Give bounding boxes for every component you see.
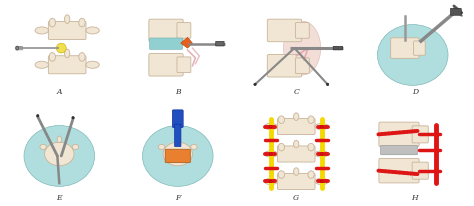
Ellipse shape [64, 15, 70, 23]
Text: F: F [175, 194, 181, 202]
Ellipse shape [191, 144, 197, 150]
FancyBboxPatch shape [173, 110, 183, 128]
Ellipse shape [49, 18, 55, 27]
FancyBboxPatch shape [450, 8, 461, 15]
FancyBboxPatch shape [177, 57, 191, 73]
FancyBboxPatch shape [177, 23, 191, 38]
Ellipse shape [24, 125, 95, 186]
Ellipse shape [158, 144, 165, 150]
Ellipse shape [36, 115, 39, 117]
Ellipse shape [269, 125, 272, 128]
Ellipse shape [308, 143, 314, 151]
Ellipse shape [293, 113, 299, 121]
Ellipse shape [283, 21, 321, 75]
Text: B: B [175, 88, 181, 96]
Ellipse shape [143, 125, 213, 186]
Ellipse shape [278, 171, 284, 178]
FancyBboxPatch shape [379, 122, 419, 147]
FancyBboxPatch shape [149, 19, 183, 42]
Ellipse shape [35, 61, 48, 68]
Text: C: C [293, 88, 299, 96]
Ellipse shape [79, 18, 85, 27]
Ellipse shape [175, 136, 180, 143]
FancyBboxPatch shape [333, 46, 343, 50]
FancyBboxPatch shape [48, 21, 86, 40]
Ellipse shape [293, 140, 299, 148]
FancyBboxPatch shape [414, 41, 425, 55]
Ellipse shape [308, 171, 314, 178]
FancyBboxPatch shape [149, 54, 183, 76]
Ellipse shape [264, 123, 277, 130]
FancyBboxPatch shape [165, 149, 191, 163]
Ellipse shape [64, 49, 70, 58]
FancyBboxPatch shape [216, 41, 224, 46]
Ellipse shape [320, 180, 323, 183]
Ellipse shape [320, 125, 323, 128]
FancyBboxPatch shape [267, 19, 301, 42]
FancyBboxPatch shape [295, 58, 310, 74]
FancyBboxPatch shape [391, 38, 419, 58]
FancyBboxPatch shape [16, 46, 22, 50]
Ellipse shape [57, 136, 62, 143]
Ellipse shape [254, 83, 256, 86]
Ellipse shape [315, 151, 328, 157]
Ellipse shape [49, 53, 55, 61]
Text: G: G [293, 194, 299, 202]
Ellipse shape [264, 178, 277, 185]
Ellipse shape [377, 25, 448, 85]
Ellipse shape [264, 151, 277, 157]
Text: A: A [56, 88, 62, 96]
Ellipse shape [315, 178, 328, 185]
Ellipse shape [269, 180, 272, 183]
FancyBboxPatch shape [48, 56, 86, 74]
Ellipse shape [269, 153, 272, 155]
Ellipse shape [79, 53, 85, 61]
Ellipse shape [293, 168, 299, 175]
FancyBboxPatch shape [277, 146, 315, 162]
Ellipse shape [56, 43, 66, 53]
FancyBboxPatch shape [267, 54, 301, 77]
Text: D: D [411, 88, 418, 96]
Ellipse shape [40, 144, 46, 150]
FancyBboxPatch shape [277, 118, 315, 135]
Polygon shape [181, 37, 192, 48]
Text: H: H [411, 194, 418, 202]
Ellipse shape [278, 143, 284, 151]
Ellipse shape [45, 142, 74, 166]
Ellipse shape [278, 116, 284, 123]
FancyBboxPatch shape [149, 38, 182, 49]
FancyBboxPatch shape [174, 124, 181, 146]
FancyBboxPatch shape [412, 162, 428, 179]
Ellipse shape [163, 142, 192, 166]
Ellipse shape [35, 27, 48, 34]
Ellipse shape [72, 116, 74, 119]
Ellipse shape [320, 153, 323, 155]
Ellipse shape [308, 116, 314, 123]
FancyBboxPatch shape [277, 173, 315, 190]
Ellipse shape [327, 83, 329, 86]
FancyBboxPatch shape [381, 145, 418, 155]
FancyBboxPatch shape [379, 158, 419, 183]
Ellipse shape [86, 61, 99, 68]
FancyBboxPatch shape [295, 23, 310, 38]
Text: E: E [56, 194, 62, 202]
Ellipse shape [315, 123, 328, 130]
Ellipse shape [72, 144, 79, 150]
FancyBboxPatch shape [412, 126, 428, 143]
Ellipse shape [86, 27, 99, 34]
Ellipse shape [16, 46, 18, 50]
